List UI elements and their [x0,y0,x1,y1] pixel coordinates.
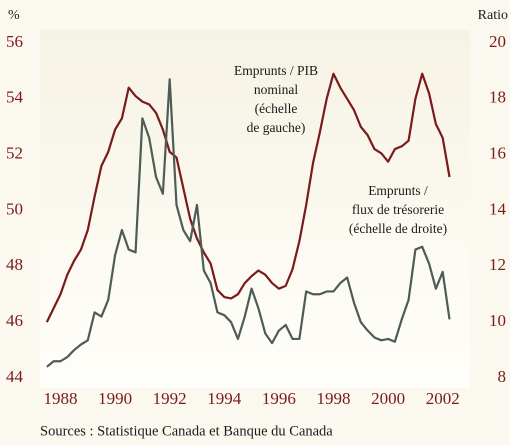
y-tick-label: 56 [6,32,23,51]
annotation: Emprunts / PIB [234,63,318,78]
x-tick-label: 1996 [262,389,296,408]
y-tick-label: 46 [6,311,23,330]
y-tick-label: 54 [6,88,24,107]
y2-tick-label: 10 [489,311,506,330]
annotation: (échelle [255,101,298,116]
x-tick-label: 1990 [98,389,132,408]
series-line [45,72,451,323]
y2-tick-label: 8 [498,367,507,386]
x-tick-label: 1992 [153,389,187,408]
y-tick-label: 52 [6,144,23,163]
source: Sources : Statistique Canada et Banque d… [40,423,333,439]
y2-tick-label: 20 [489,32,506,51]
x-tick-label: 2000 [371,389,405,408]
annotation: de gauche) [247,120,306,135]
y-axis-label: % [8,8,20,23]
y-tick-label: 50 [6,199,23,218]
y-tick-label: 48 [6,255,23,274]
x-tick-label: 2002 [426,389,460,408]
y-tick-label: 44 [6,367,24,386]
y2-tick-label: 14 [489,199,507,218]
x-tick-label: 1988 [43,389,77,408]
annotation: Emprunts / [368,183,428,198]
y2-axis-label: Ratio [478,8,508,23]
annotation: nominal [254,82,298,97]
x-tick-label: 1998 [316,389,350,408]
annotation: (échelle de droite) [349,221,447,236]
series-line [46,78,451,368]
y2-tick-label: 16 [489,144,506,163]
y2-tick-label: 12 [489,255,506,274]
annotation: flux de trésorerie [352,202,444,217]
x-tick-label: 1994 [207,389,242,408]
y2-tick-label: 18 [489,88,506,107]
